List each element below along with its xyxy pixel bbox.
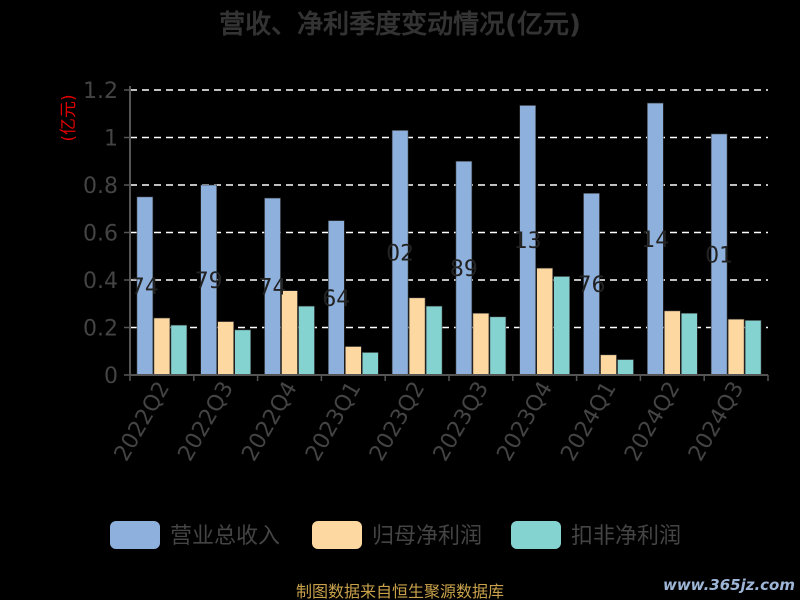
legend-label: 营业总收入 bbox=[170, 524, 280, 549]
gridlines bbox=[130, 89, 768, 329]
data-label: 02 bbox=[386, 242, 414, 267]
bar-net-profit bbox=[536, 267, 554, 376]
bar-net-profit bbox=[281, 290, 298, 376]
bar-deducted-profit bbox=[361, 352, 379, 376]
bar-net-profit bbox=[472, 312, 490, 376]
bar-net-profit bbox=[600, 354, 617, 376]
watermark-text: www.365jz.com bbox=[663, 576, 795, 594]
x-tick-label: 2023Q1 bbox=[301, 378, 366, 466]
y-tick-label: 0.2 bbox=[83, 317, 118, 342]
bar-deducted-profit bbox=[298, 305, 315, 376]
bar-net-profit bbox=[727, 318, 745, 376]
y-tick-labels: 0 0.2 0.4 0.6 0.8 1 1.2 bbox=[83, 79, 118, 389]
y-tick-label: 0.6 bbox=[83, 222, 118, 247]
x-tick-label: 2022Q4 bbox=[237, 378, 302, 466]
bar-deducted-profit bbox=[170, 324, 188, 376]
legend-label: 归母净利润 bbox=[372, 524, 482, 549]
legend-swatch bbox=[312, 521, 362, 549]
y-tick-label: 1 bbox=[104, 127, 118, 152]
data-label: 76 bbox=[578, 273, 606, 298]
chart-title: 营收、净利季度变动情况(亿元) bbox=[219, 9, 581, 40]
y-tick-label: 0.4 bbox=[83, 269, 118, 294]
bars bbox=[136, 102, 762, 376]
bar-deducted-profit bbox=[425, 305, 443, 376]
y-tick-label: 1.2 bbox=[83, 79, 118, 104]
x-tick-label: 2023Q3 bbox=[429, 378, 494, 466]
bar-deducted-profit bbox=[617, 359, 634, 376]
x-tick-label: 2022Q2 bbox=[110, 378, 175, 466]
x-tick-label: 2024Q3 bbox=[684, 378, 749, 466]
y-tick-label: 0.8 bbox=[83, 174, 118, 199]
bar-deducted-profit bbox=[680, 312, 698, 376]
data-label: 74 bbox=[131, 275, 159, 300]
y-tick-label: 0 bbox=[104, 364, 118, 389]
bar-deducted-profit bbox=[553, 276, 571, 376]
bar-net-profit bbox=[153, 317, 171, 376]
bar-deducted-profit bbox=[744, 320, 762, 376]
bar-net-profit bbox=[408, 297, 426, 376]
legend-swatch bbox=[110, 521, 160, 549]
x-tick-label: 2022Q3 bbox=[174, 378, 239, 466]
axes bbox=[124, 86, 769, 381]
bar-net-profit bbox=[663, 310, 681, 376]
data-labels: 74 79 74 64 02 89 13 76 14 01 bbox=[131, 228, 733, 312]
x-tick-label: 2023Q2 bbox=[365, 378, 430, 466]
bar-net-profit bbox=[217, 321, 234, 376]
x-tick-labels: 2022Q22022Q32022Q42023Q12023Q22023Q32023… bbox=[110, 378, 750, 466]
data-label: 89 bbox=[450, 257, 478, 282]
data-label: 74 bbox=[259, 276, 287, 301]
bar-deducted-profit bbox=[234, 329, 251, 376]
data-label: 14 bbox=[641, 228, 669, 253]
source-note: 制图数据来自恒生聚源数据库 bbox=[296, 582, 504, 600]
data-label: 64 bbox=[322, 287, 350, 312]
legend-swatch bbox=[511, 521, 561, 549]
legend-label: 扣非净利润 bbox=[571, 524, 681, 549]
legend: 营业总收入 归母净利润 扣非净利润 bbox=[110, 521, 681, 549]
x-tick-label: 2024Q1 bbox=[556, 378, 621, 466]
x-tick-label: 2023Q4 bbox=[493, 378, 558, 466]
data-label: 79 bbox=[195, 269, 223, 294]
x-tick-label: 2024Q2 bbox=[620, 378, 685, 466]
data-label: 13 bbox=[514, 229, 542, 254]
y-unit-label: (亿元) bbox=[59, 94, 79, 141]
data-label: 01 bbox=[705, 243, 733, 268]
bar-deducted-profit bbox=[489, 316, 507, 376]
bar-net-profit bbox=[344, 346, 362, 376]
